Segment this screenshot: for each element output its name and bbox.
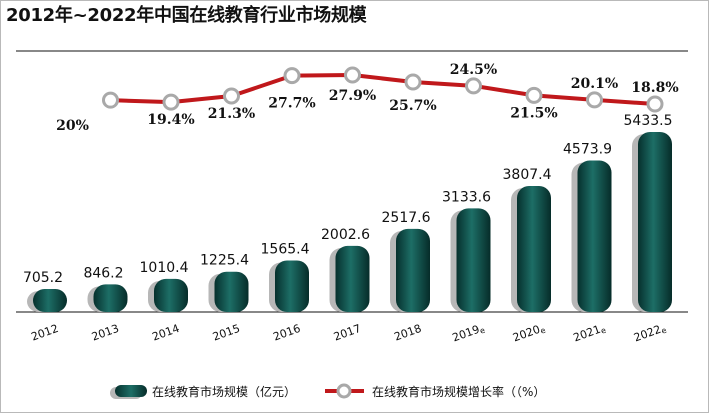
bar-2016 [275,260,309,312]
rate-label: 21.5% [510,105,557,121]
x-tick-label: 2021e [572,321,608,345]
rate-label: 20.1% [571,76,618,92]
bar-2017 [335,245,370,312]
rate-marker [404,73,422,91]
bar-2020 [517,185,551,312]
rate-marker [465,77,482,95]
bar-value-label: 846.2 [83,265,123,281]
rate-marker [586,91,603,109]
rate-marker [344,66,361,84]
bar-2022 [638,132,672,312]
bar-value-label: 1565.4 [261,241,310,257]
bar-value-label: 5433.5 [624,113,673,129]
x-tick-label: 2022e [632,321,668,345]
bar-2015 [214,271,249,312]
bar-value-label: 3807.4 [503,167,552,183]
rate-label: 25.7% [389,98,436,114]
x-tick-label: 2015 [211,322,242,344]
bar-value-label: 1225.4 [200,253,249,269]
rate-marker [162,93,180,111]
bar-2018 [396,228,430,312]
legend-bar-swatch [115,385,147,397]
bar-2013 [93,284,128,312]
x-tick-label: 2014 [150,322,181,344]
rate-marker [102,91,119,109]
x-tick-label: 2012 [29,322,60,344]
x-tick-label: 2018 [392,322,423,344]
x-tick-label: 2020e [511,321,547,345]
legend-line-label: 在线教育市场规模增长率（（%） [372,384,545,399]
bar-value-label: 2517.6 [382,210,431,226]
bar-value-label: 3133.6 [442,189,491,205]
rate-label: 20% [56,118,89,134]
growth-rate-line [110,73,656,106]
rate-marker [525,86,543,104]
legend-bar-label: 在线教育市场规模（亿元） [152,384,296,399]
rate-label: 27.7% [268,96,315,112]
x-tick-label: 2016 [271,322,302,344]
rate-marker [646,95,664,113]
rate-label: 27.9% [329,88,376,104]
x-tick-label: 2019e [451,321,487,345]
legend-line-marker [336,383,352,399]
rate-label: 21.3% [208,106,255,122]
x-tick-label: 2017 [332,322,363,344]
rate-label: 19.4% [147,112,194,128]
bar-value-label: 2002.6 [321,227,370,243]
rate-marker [223,87,240,105]
x-tick-label: 2013 [90,322,121,344]
rate-marker [283,67,301,85]
rate-label: 24.5% [450,62,497,78]
rate-label: 18.8% [631,80,678,96]
bar-2019 [456,208,491,312]
bar-value-label: 705.2 [23,270,63,286]
bar-value-label: 4573.9 [563,142,612,158]
bar-2021 [577,160,612,312]
chart-title: 2012年~2022年中国在线教育行业市场规模 [6,5,367,26]
bar-value-label: 1010.4 [140,260,189,276]
bar-2014 [154,278,188,312]
bar-2012 [33,289,67,312]
